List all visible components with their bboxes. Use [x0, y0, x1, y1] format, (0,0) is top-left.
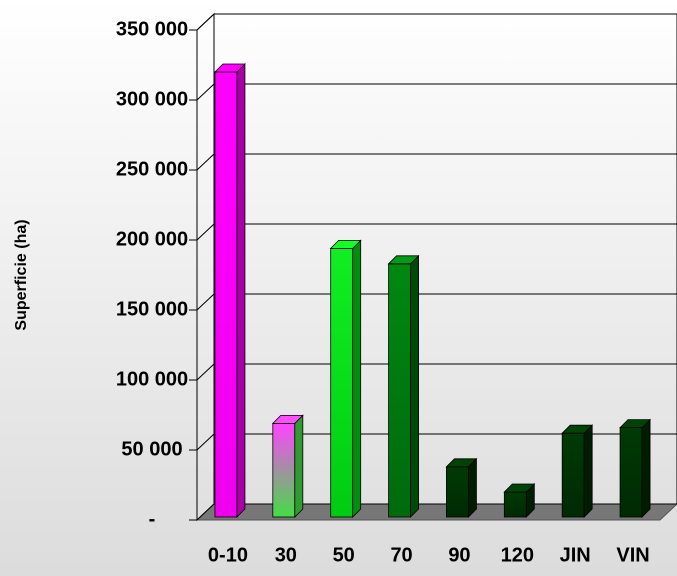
- grid-line: [196, 153, 215, 171]
- bar-side: [294, 414, 304, 518]
- y-tick-label: 50 000: [121, 438, 182, 460]
- grid-line: [196, 503, 215, 521]
- grid-line: [196, 433, 215, 451]
- bar: [561, 424, 594, 518]
- x-tick-label: 0-10: [208, 544, 248, 566]
- bar-top: [503, 483, 536, 493]
- bar: [387, 254, 420, 518]
- grid-line: [196, 293, 215, 311]
- y-tick-label: 250 000: [116, 158, 188, 180]
- bar-top: [329, 239, 362, 249]
- bar-front: [388, 263, 411, 518]
- y-axis-title: Superficie (ha): [13, 219, 30, 330]
- bar-top: [213, 63, 246, 73]
- y-tick-label: 300 000: [116, 88, 188, 110]
- x-tick-label: 90: [448, 544, 470, 566]
- bar-front: [272, 422, 296, 518]
- bar-top: [561, 424, 594, 434]
- y-tick-label: 100 000: [116, 368, 188, 390]
- bar-side: [583, 424, 593, 518]
- bar-front: [214, 71, 238, 518]
- y-tick-label: -: [149, 508, 156, 530]
- grid-line: [196, 223, 215, 241]
- x-tick-label: JIN: [560, 544, 591, 566]
- grid-line: [196, 363, 215, 381]
- y-tick-label: 350 000: [116, 18, 188, 40]
- y-tick-label: 150 000: [116, 298, 188, 320]
- bar-side: [352, 239, 362, 518]
- bar-front: [503, 491, 527, 518]
- bar-side: [641, 418, 651, 518]
- bar-front: [561, 432, 585, 518]
- x-tick-label: 50: [333, 544, 355, 566]
- y-tick-label: 200 000: [116, 228, 188, 250]
- x-tick-label: 30: [275, 544, 297, 566]
- bar: [503, 483, 536, 518]
- bar-front: [446, 466, 469, 518]
- bar-front: [330, 247, 354, 518]
- bar-top: [619, 419, 652, 429]
- bar-side: [468, 457, 477, 518]
- bar: [271, 414, 304, 518]
- bar: [445, 457, 478, 518]
- bar: [619, 418, 652, 518]
- bar-top: [445, 458, 478, 468]
- x-tick-label: 120: [501, 544, 534, 566]
- x-tick-label: VIN: [616, 544, 649, 566]
- grid-line: [196, 13, 215, 31]
- grid-line: [196, 83, 215, 101]
- bar: [329, 239, 362, 518]
- bar-side: [236, 63, 246, 518]
- bar-front: [619, 427, 643, 518]
- bar-top: [271, 414, 304, 424]
- floor: [195, 503, 677, 521]
- x-tick-label: 70: [390, 544, 412, 566]
- bar-side: [410, 254, 419, 518]
- bar-top: [387, 255, 420, 265]
- bar: [213, 63, 246, 518]
